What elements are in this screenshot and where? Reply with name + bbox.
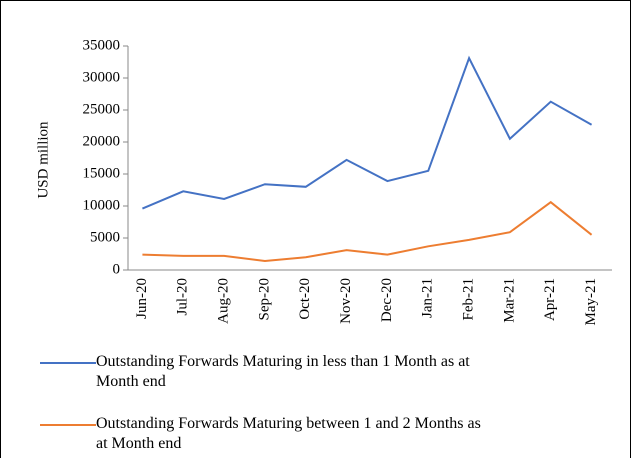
- x-tick-label: Nov-20: [338, 278, 354, 324]
- series-line: [142, 200, 593, 263]
- y-tick-label: 0: [113, 261, 121, 277]
- legend-swatch: [40, 362, 96, 364]
- y-tick-label: 25000: [83, 101, 121, 117]
- x-tick-label: Jan-21: [420, 278, 436, 318]
- y-axis-label: USD million: [35, 121, 51, 199]
- x-tick-label: Jun-20: [134, 278, 150, 319]
- x-tick-label: Aug-20: [216, 278, 232, 324]
- y-tick-label: 30000: [83, 69, 121, 85]
- x-tick-label: Dec-20: [379, 278, 395, 322]
- x-tick-label: May-21: [583, 278, 599, 326]
- legend-swatch: [40, 424, 96, 426]
- legend-label: Outstanding Forwards Maturing between 1 …: [96, 415, 481, 452]
- x-tick-label: Apr-21: [542, 278, 558, 321]
- legend-item: Outstanding Forwards Maturing between 1 …: [40, 414, 490, 454]
- y-tick-label: 35000: [83, 37, 121, 53]
- x-tick-label: Oct-20: [297, 278, 313, 320]
- x-tick-label: Sep-20: [256, 278, 272, 321]
- x-tick-label: Feb-21: [461, 278, 477, 321]
- x-tick-label: Mar-21: [501, 278, 517, 323]
- y-tick-label: 15000: [83, 165, 121, 181]
- series-line: [142, 55, 593, 210]
- y-tick-label: 10000: [83, 197, 121, 213]
- x-tick-label: Jul-20: [175, 278, 191, 316]
- y-tick-label: 5000: [90, 229, 120, 245]
- y-tick-label: 20000: [83, 133, 121, 149]
- legend-item: Outstanding Forwards Maturing in less th…: [40, 352, 490, 392]
- legend-label: Outstanding Forwards Maturing in less th…: [96, 353, 470, 390]
